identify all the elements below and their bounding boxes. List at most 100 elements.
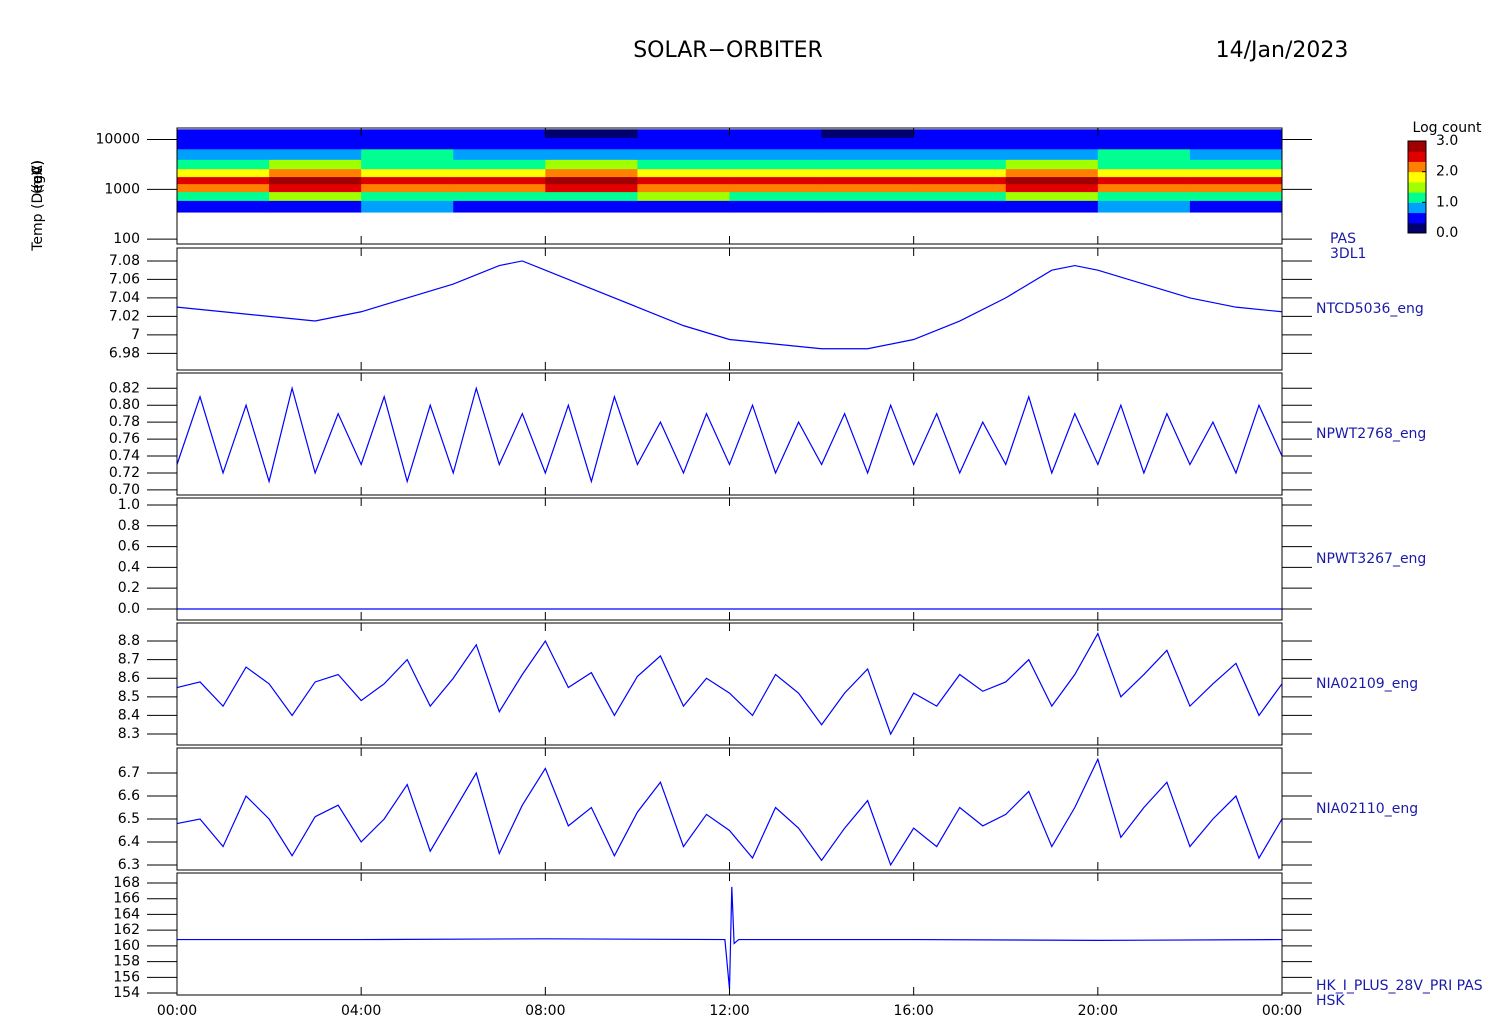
x-tick-label: 16:00 xyxy=(893,1003,933,1019)
heatmap-cell xyxy=(637,183,730,193)
heatmap-cell xyxy=(729,148,823,160)
panel-frame xyxy=(176,747,1283,871)
heatmap-cell xyxy=(545,159,638,170)
heatmap-cell xyxy=(821,200,915,213)
heatmap-cell xyxy=(1189,148,1283,160)
heatmap-cell xyxy=(637,129,730,138)
heatmap-cell xyxy=(177,148,270,160)
heatmap-cell xyxy=(1097,191,1191,201)
y-tick-label: 0.0 xyxy=(118,601,140,617)
heatmap-cell xyxy=(269,191,362,201)
heatmap-cell xyxy=(177,176,270,185)
colorbar-segment xyxy=(1408,212,1426,224)
y-tick-label: 7.02 xyxy=(109,308,140,324)
heatmap-cell xyxy=(177,129,270,138)
heatmap-cell xyxy=(1097,176,1191,185)
heatmap-cell xyxy=(269,168,362,178)
y-tick-label: 158 xyxy=(113,954,140,970)
chart-title: SOLAR−ORBITER xyxy=(633,38,823,63)
y-tick-label: 154 xyxy=(113,985,140,1001)
y-tick-label: 160 xyxy=(113,938,140,954)
x-tick-label: 08:00 xyxy=(525,1003,565,1019)
heatmap-cell xyxy=(361,159,454,170)
heatmap-cell xyxy=(1005,200,1099,213)
x-tick-label: 00:00 xyxy=(1262,1003,1302,1019)
panel-frame xyxy=(176,497,1283,621)
data-line xyxy=(176,757,1283,867)
heatmap-cell xyxy=(913,159,1007,170)
heatmap-cell xyxy=(1097,159,1191,170)
heatmap-cell xyxy=(177,159,270,170)
y-tick-label: 7.08 xyxy=(109,253,140,269)
heatmap-cell xyxy=(1097,183,1191,193)
y-tick-label: 100 xyxy=(113,231,140,247)
y-tick-label: 6.4 xyxy=(118,834,140,850)
heatmap-cell xyxy=(361,168,454,178)
y-tick-label: 1000 xyxy=(104,181,140,197)
x-tick-label: 12:00 xyxy=(709,1003,749,1019)
heatmap-cell xyxy=(1189,200,1283,213)
panel-label: NPWT2768_eng xyxy=(1316,426,1426,442)
date: 14/Jan/2023 xyxy=(1216,38,1349,63)
heatmap-cell xyxy=(545,200,638,213)
heatmap-cell xyxy=(269,148,362,160)
heatmap-cell xyxy=(453,129,546,138)
data-line xyxy=(176,632,1283,736)
heatmap-cell xyxy=(269,159,362,170)
heatmap-cell xyxy=(1005,183,1099,193)
heatmap-cell xyxy=(453,148,546,160)
colorbar-tick-label: 0.0 xyxy=(1436,225,1458,241)
heatmap-cell xyxy=(821,191,915,201)
y-tick-label: 8.5 xyxy=(118,689,140,705)
panel-label: 3DL1 xyxy=(1330,246,1366,262)
y-tick-label: 7.06 xyxy=(109,271,140,287)
heatmap-cell xyxy=(545,137,638,150)
heatmap-cell xyxy=(361,183,454,193)
panel-label: NIA02110_eng xyxy=(1316,801,1418,817)
heatmap-cell xyxy=(453,137,546,150)
panel-label: NIA02109_eng xyxy=(1316,676,1418,692)
y-tick-label: 0.80 xyxy=(109,397,140,413)
colorbar-title: Log count xyxy=(1413,120,1482,136)
heatmap-cell xyxy=(913,183,1007,193)
heatmap-cell xyxy=(821,176,915,185)
panel-label: NPWT3267_eng xyxy=(1316,551,1426,567)
y-tick-label: 0.82 xyxy=(109,380,140,396)
colorbar-tick-label: 2.0 xyxy=(1436,164,1458,180)
heatmap-cell xyxy=(821,148,915,160)
heatmap-cell xyxy=(1005,129,1099,138)
heatmap-cell xyxy=(821,137,915,150)
heatmap-cell xyxy=(913,191,1007,201)
panel-label: NTCD5036_eng xyxy=(1316,301,1424,317)
y-tick-label: 8.6 xyxy=(118,670,140,686)
y-tick-label: 8.7 xyxy=(118,652,140,668)
heatmap-cell xyxy=(361,176,454,185)
y-tick-label: 0.8 xyxy=(118,518,140,534)
y-axis-label: Temp (DegC) xyxy=(30,160,46,252)
heatmap-cell xyxy=(913,200,1007,213)
heatmap-cell xyxy=(637,168,730,178)
heatmap-cell xyxy=(269,129,362,138)
heatmap-cell xyxy=(453,159,546,170)
heatmap-cell xyxy=(1097,148,1191,160)
y-tick-label: 0.4 xyxy=(118,559,140,575)
heatmap-cell xyxy=(177,137,270,150)
y-tick-label: 162 xyxy=(113,922,140,938)
heatmap-cell xyxy=(913,176,1007,185)
heatmap-cell xyxy=(361,191,454,201)
colorbar-tick-label: 1.0 xyxy=(1436,194,1458,210)
data-line xyxy=(177,886,1283,990)
heatmap-cell xyxy=(1189,191,1283,201)
y-axis-label: (eV) xyxy=(30,160,46,189)
panel-label: PAS xyxy=(1330,231,1356,247)
heatmap-cell xyxy=(545,168,638,178)
colorbar-segment xyxy=(1408,161,1426,173)
y-tick-label: 6.3 xyxy=(118,857,140,873)
panel-label: HSK xyxy=(1316,993,1345,1009)
y-tick-label: 0.78 xyxy=(109,414,140,430)
y-tick-label: 166 xyxy=(113,891,140,907)
colorbar-segment xyxy=(1408,192,1426,203)
y-tick-label: 0.72 xyxy=(109,465,140,481)
heatmap-cell xyxy=(177,200,270,213)
heatmap-cell xyxy=(453,176,546,185)
